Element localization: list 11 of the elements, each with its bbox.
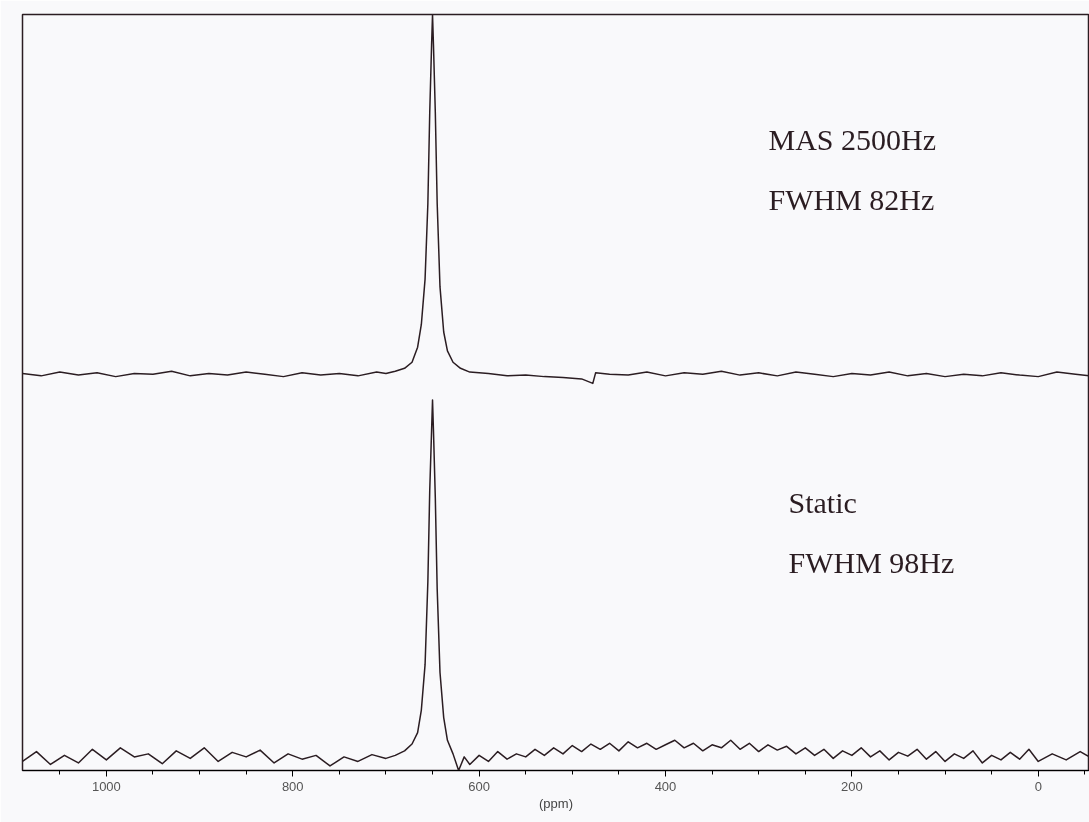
annotation: FWHM 98Hz [788,545,955,579]
x-tick-label: 800 [281,778,304,794]
annotation: FWHM 82Hz [768,182,935,216]
x-tick-label: 0 [1034,778,1042,794]
annotation: Static [788,485,857,519]
x-tick-label: 400 [654,778,677,794]
x-tick-label: 600 [468,778,490,794]
annotation: MAS 2500Hz [768,122,937,156]
x-axis-title: (ppm) [539,795,573,811]
x-tick-label: 200 [841,778,863,794]
x-tick-label: 1000 [91,778,121,794]
